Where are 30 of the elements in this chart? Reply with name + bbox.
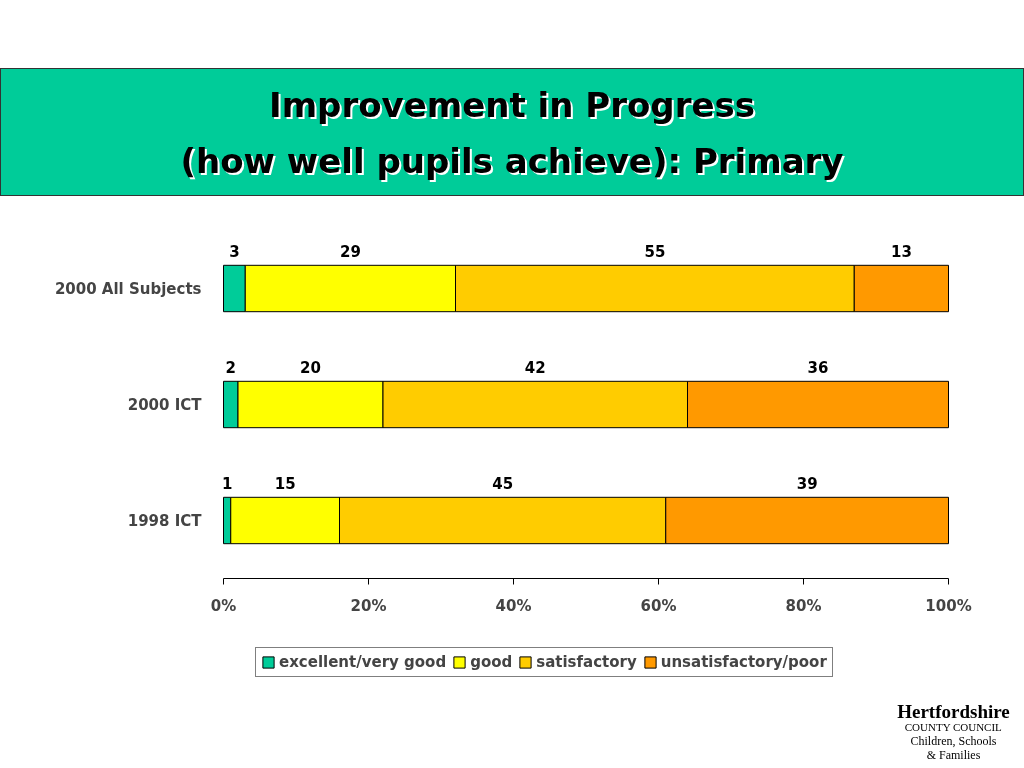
legend-label: good (470, 653, 513, 671)
text: Hertfordshire (897, 701, 1010, 722)
x-tick-label: 80% (785, 596, 822, 615)
data-label: 13 (890, 243, 912, 262)
y-tick-label: 2000 All Subjects (54, 279, 202, 298)
data-label: 20 (300, 359, 321, 378)
data-label: 2 (225, 359, 236, 378)
data-label: 15 (274, 475, 296, 494)
data-label: 29 (339, 243, 361, 262)
text: & Families (926, 747, 981, 762)
text: Children, Schools (910, 733, 997, 748)
data-label: 42 (524, 359, 546, 378)
legend-label: satisfactory (536, 653, 637, 671)
data-label: 45 (492, 475, 514, 494)
data-label: 39 (796, 475, 818, 494)
data-label: 55 (644, 243, 666, 262)
x-tick-label: 0% (210, 596, 237, 615)
text: COUNTY COUNCIL (904, 720, 1003, 733)
legend-label: unsatisfactory/poor (660, 653, 827, 671)
data-label: 3 (229, 243, 240, 262)
data-label: 1 (221, 475, 233, 494)
x-tick-label: 60% (640, 596, 677, 615)
legend-label: excellent/very good (279, 653, 447, 671)
data-label: 36 (807, 359, 829, 378)
picture-title-banner: Improvement in Progress (how well pupils achieve): Primary (0, 68, 1024, 196)
y-tick-label: 1998 ICT (127, 511, 203, 530)
x-tick-label: 40% (495, 596, 532, 615)
x-tick-label: 100% (925, 596, 972, 615)
y-tick-label: 2000 ICT (127, 395, 203, 414)
x-tick-label: 20% (350, 596, 387, 615)
